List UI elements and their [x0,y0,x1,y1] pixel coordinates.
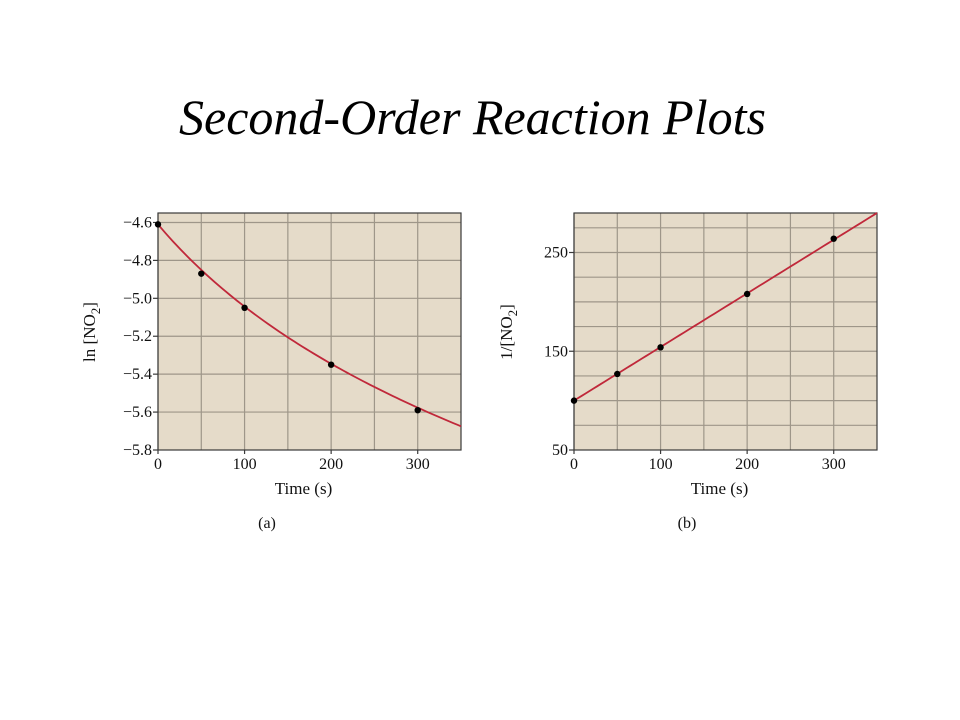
chart-a-y-tick-label: −5.8 [123,442,152,459]
chart-a-fit-curve [157,223,462,428]
chart-a-y-tick-label: −5.4 [123,366,152,383]
chart-b-x-tick-label: 0 [570,456,578,473]
chart-a-x-tick-label: 200 [319,456,343,473]
chart-b-data-point [743,290,751,298]
chart-a-y-axis-label: ln [NO2] [80,302,103,362]
chart-a-data-point [414,406,421,414]
chart-a-x-tick-label: 300 [406,456,430,473]
chart-b-y-tick-label: 250 [544,245,568,262]
chart-b-y-axis-label: 1/[NO2] [497,304,520,360]
chart-b-data-point [657,344,664,351]
chart-b-x-axis-label: Time (s) [691,479,748,498]
chart-a-frame [157,212,462,451]
chart-a-data-point [154,221,162,228]
chart-a-data-point [198,270,205,277]
chart-b-data-point [830,235,837,242]
slide-title: Second-Order Reaction Plots [179,89,766,145]
chart-a-x-axis-label: Time (s) [275,479,332,498]
chart-b-y-tick-label: 50 [552,442,568,459]
chart-b-plot-area [574,213,877,450]
chart-a: −4.6 −4.8 −5.0 −5.2 −5.4 −5.6 −5.80 100 200 300 Ti… [80,212,462,532]
chart-b-fit-curve [573,212,878,402]
chart-b-frame [573,212,878,451]
chart-b: 50 150 250 0 100 200 300 Time (s) 1/[NO2] (b) [497,212,878,532]
chart-b-data-point [570,397,578,404]
chart-a-y-tick-label: −4.8 [123,252,152,269]
chart-a-panel-label: (a) [258,515,276,532]
chart-b-x-tick-label: 300 [822,456,846,473]
chart-b-data-point [614,370,621,378]
chart-a-data-point [241,304,248,311]
chart-a-data-point [327,361,335,368]
chart-a-x-tick-label: 100 [233,456,257,473]
chart-a-x-tick-label: 0 [154,456,162,473]
chart-b-y-tick-label: 150 [544,343,568,360]
chart-a-y-tick-label: −4.6 [123,214,152,231]
chart-a-y-tick-label: −5.0 [123,290,152,307]
chart-a-y-tick-label: −5.6 [123,404,152,421]
chart-b-panel-label: (b) [678,515,697,532]
chart-b-x-tick-label: 100 [649,456,673,473]
chart-b-x-tick-label: 200 [735,456,759,473]
chart-a-plot-area [158,213,461,450]
chart-a-y-tick-label: −5.2 [123,328,152,345]
